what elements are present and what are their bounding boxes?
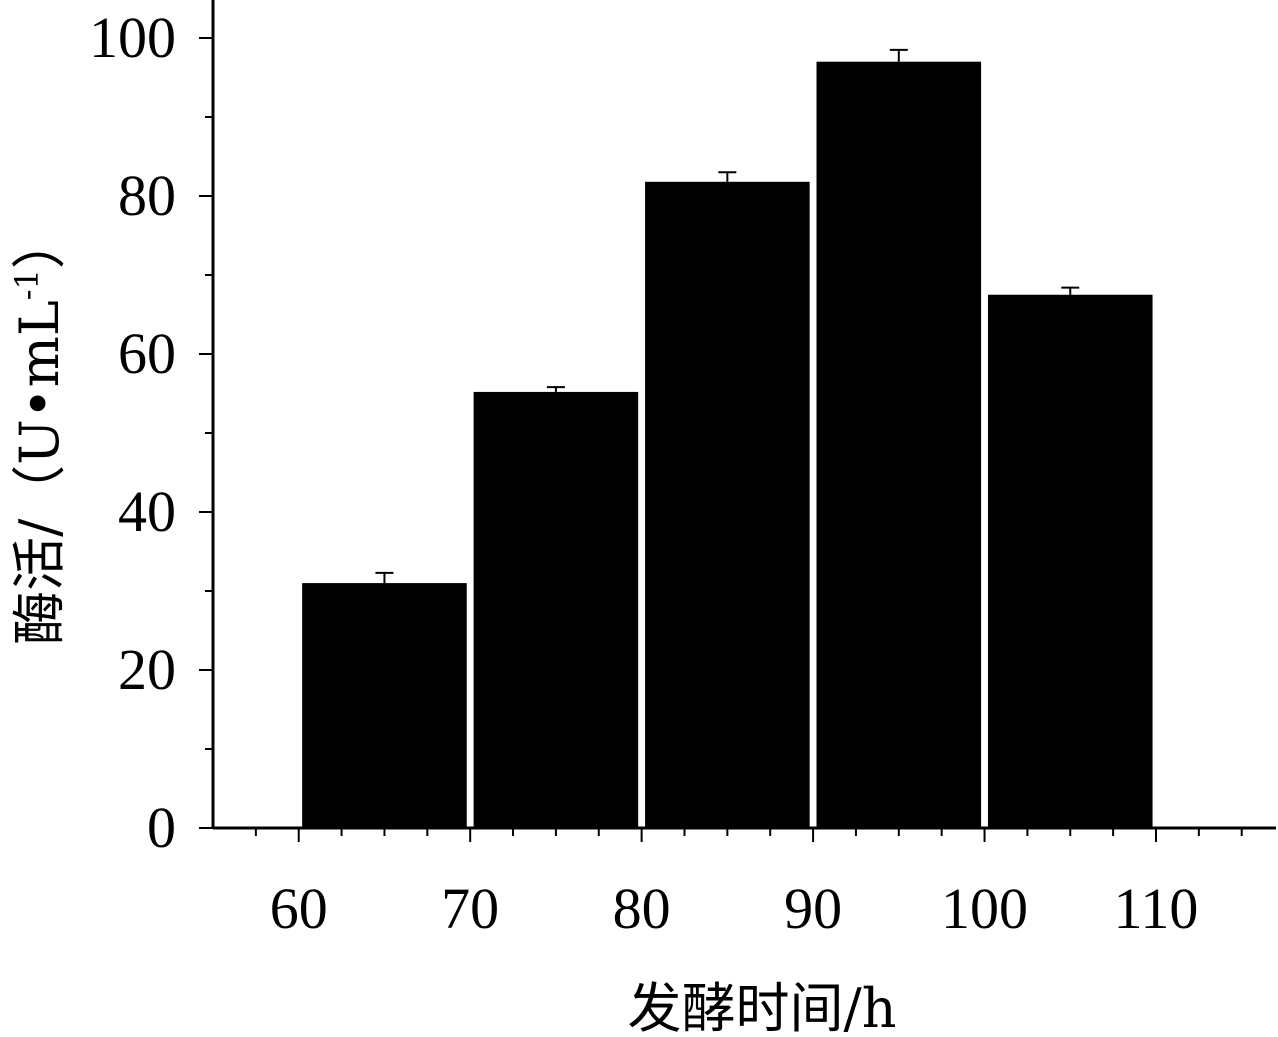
bar-1 [302,583,467,828]
y-tick-label: 0 [147,795,176,860]
y-tick-label: 80 [118,163,176,228]
y-tick-label: 100 [89,5,176,70]
bar-4 [816,61,982,828]
x-tick-label: 80 [613,876,671,941]
x-tick-label: 90 [784,876,842,941]
bar-5 [987,294,1153,828]
y-axis-title-close: ） [8,215,71,269]
y-tick-label: 20 [118,637,176,702]
y-tick-label: 40 [118,479,176,544]
x-tick-label: 100 [941,876,1028,941]
bars [302,48,1153,828]
y-axis-title-main: 酶活/（U•mL [8,300,71,645]
bar-3 [645,181,810,828]
bar-2 [473,391,639,828]
x-tick-label: 70 [441,876,499,941]
x-tick-label: 110 [1114,876,1199,941]
y-axis-ticks: 0 20 40 60 80 100 [89,5,213,860]
x-axis-ticks: 60 70 80 90 100 110 [254,828,1243,941]
y-axis-title-sup: -1 [8,269,46,300]
x-axis-title: 发酵时间/h [628,977,897,1037]
y-axis-title: 酶活/（U•mL-1） [8,215,71,645]
x-tick-label: 60 [270,876,328,941]
y-tick-label: 60 [118,321,176,386]
